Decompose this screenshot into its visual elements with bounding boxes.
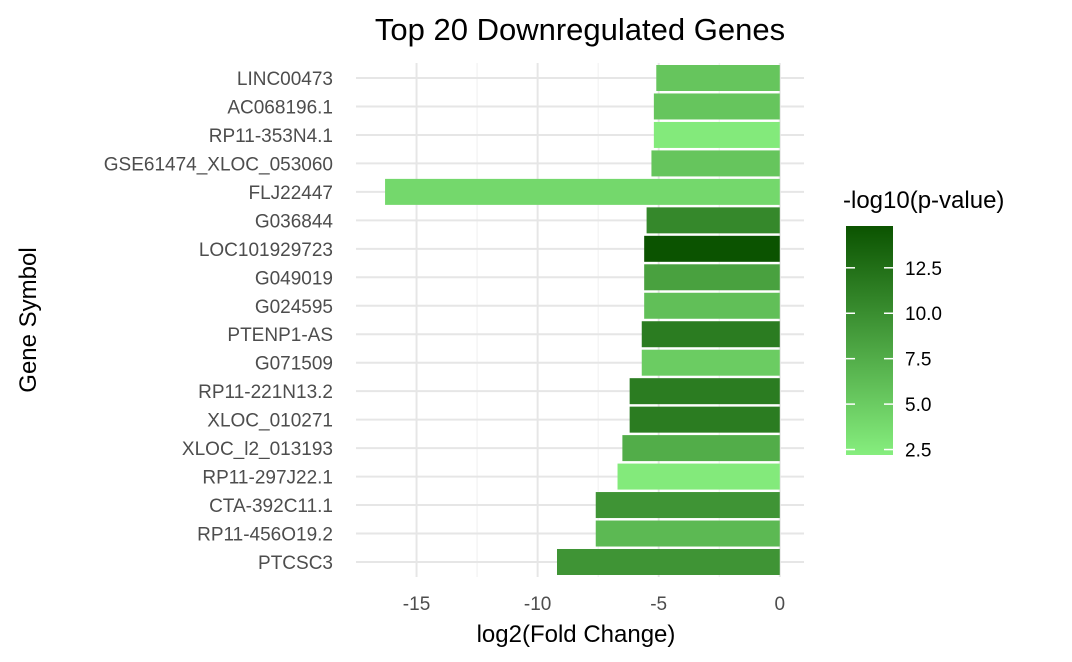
y-tick-label: G036844 bbox=[255, 211, 334, 232]
bar-AC068196.1 bbox=[653, 93, 780, 120]
bar-RP11-353N4.1 bbox=[653, 121, 780, 148]
bar-RP11-297J22.1 bbox=[617, 463, 780, 490]
y-tick-label: XLOC_010271 bbox=[207, 411, 333, 432]
y-tick-label: LINC00473 bbox=[237, 69, 333, 90]
y-tick-label: AC068196.1 bbox=[227, 97, 333, 118]
y-tick-label: G049019 bbox=[255, 268, 333, 289]
y-tick-label: G024595 bbox=[255, 297, 333, 318]
x-axis-title: log2(Fold Change) bbox=[477, 621, 676, 648]
y-tick-label: RP11-221N13.2 bbox=[198, 382, 333, 403]
colorbar-tick-label: 12.5 bbox=[905, 259, 942, 280]
y-tick-label: XLOC_l2_013193 bbox=[182, 439, 333, 460]
bar-G071509 bbox=[641, 349, 780, 376]
y-tick-label: GSE61474_XLOC_053060 bbox=[104, 154, 333, 175]
bar-PTENP1-AS bbox=[641, 321, 780, 348]
y-tick-label: RP11-353N4.1 bbox=[209, 126, 333, 147]
colorbar-tick-label: 2.5 bbox=[905, 441, 931, 462]
bar-CTA-392C11.1 bbox=[595, 492, 780, 519]
colorbar-gradient bbox=[846, 226, 893, 455]
bar-GSE61474_XLOC_053060 bbox=[651, 150, 780, 177]
x-tick-label: 0 bbox=[774, 594, 785, 615]
y-tick-label: G071509 bbox=[255, 354, 333, 375]
legend-title: -log10(p-value) bbox=[843, 187, 1004, 214]
bars-layer bbox=[385, 65, 780, 575]
colorbar-ticks: 2.5 5.0 7.5 10.0 12.5 bbox=[846, 259, 942, 462]
colorbar-legend: -log10(p-value) 2.5 5.0 7.5 10.0 12.5 bbox=[843, 187, 1004, 462]
chart-title: Top 20 Downregulated Genes bbox=[375, 12, 785, 47]
bar-PTCSC3 bbox=[556, 548, 780, 575]
y-tick-label: RP11-297J22.1 bbox=[202, 468, 333, 489]
y-tick-label: PTCSC3 bbox=[258, 553, 333, 574]
x-tick-label: -15 bbox=[403, 594, 430, 615]
y-axis-title: Gene Symbol bbox=[15, 247, 42, 392]
colorbar-tick-label: 7.5 bbox=[905, 350, 931, 371]
bar-XLOC_l2_013193 bbox=[622, 435, 780, 462]
colorbar-tick-label: 5.0 bbox=[905, 395, 931, 416]
bar-G024595 bbox=[644, 292, 780, 319]
y-tick-label: CTA-392C11.1 bbox=[209, 496, 333, 517]
x-tick-labels: -15 -10 -5 0 bbox=[403, 594, 785, 615]
colorbar-tick-label: 10.0 bbox=[905, 304, 942, 325]
bar-FLJ22447 bbox=[385, 178, 780, 205]
y-tick-label: LOC101929723 bbox=[199, 240, 333, 261]
x-tick-label: -5 bbox=[650, 594, 667, 615]
bar-RP11-221N13.2 bbox=[629, 378, 780, 405]
bar-LOC101929723 bbox=[644, 235, 780, 262]
bar-G049019 bbox=[644, 264, 780, 291]
y-tick-label: PTENP1-AS bbox=[227, 325, 333, 346]
bar-G036844 bbox=[646, 207, 780, 234]
y-tick-labels: LINC00473 AC068196.1 RP11-353N4.1 GSE61474_… bbox=[104, 69, 334, 574]
y-tick-label: RP11-456O19.2 bbox=[197, 525, 333, 546]
bar-RP11-456O19.2 bbox=[595, 520, 780, 547]
y-tick-label: FLJ22447 bbox=[248, 183, 333, 204]
x-tick-label: -10 bbox=[524, 594, 551, 615]
bar-XLOC_010271 bbox=[629, 406, 780, 433]
bar-LINC00473 bbox=[656, 65, 780, 91]
